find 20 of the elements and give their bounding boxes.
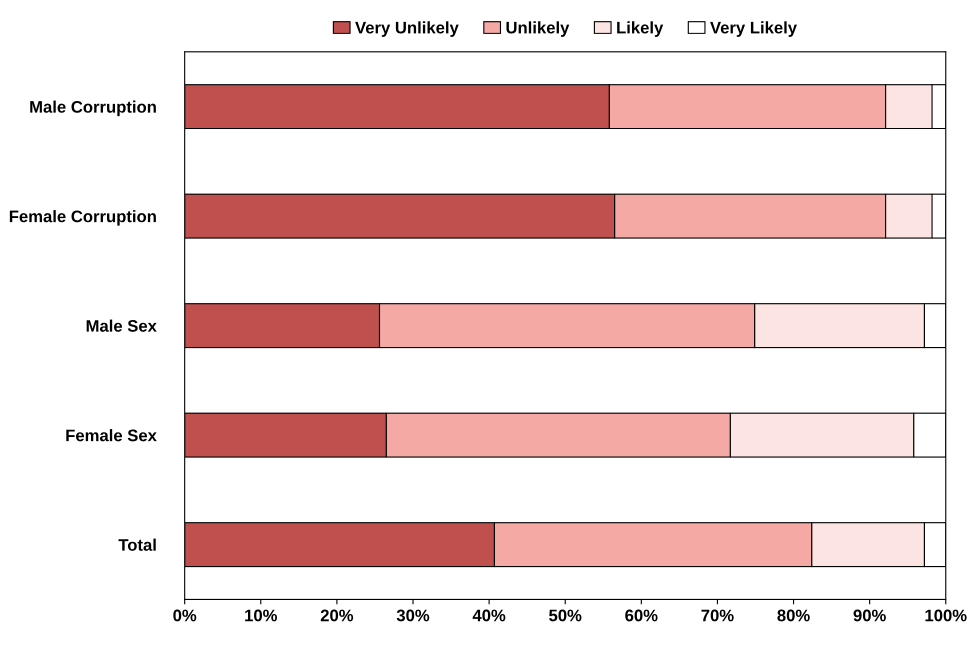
x-tick-label: 10% xyxy=(245,610,278,622)
x-tick-label: 0% xyxy=(173,610,196,622)
x-tick-label: 30% xyxy=(396,610,430,622)
legend-label: Likely xyxy=(617,21,664,37)
x-tick-label: 90% xyxy=(854,610,886,622)
x-tick-label: 50% xyxy=(549,610,582,622)
x-tick-label: 70% xyxy=(701,610,734,622)
x-tick-label: 60% xyxy=(625,610,658,622)
legend-label: Very Unlikely xyxy=(355,21,459,37)
y-tick-label: Male Sex xyxy=(86,320,157,332)
x-tick-label: 20% xyxy=(320,610,354,622)
x-tick-label: 40% xyxy=(472,610,506,622)
y-tick-label: Female Sex xyxy=(66,429,157,442)
legend-label: Unlikely xyxy=(506,21,570,37)
x-tick-label: 80% xyxy=(777,610,810,622)
x-tick-label: 100% xyxy=(925,610,967,622)
legend-label: Very Likely xyxy=(710,21,797,37)
y-tick-label: Male Corruption xyxy=(30,100,156,116)
y-tick-label: Total xyxy=(118,538,156,551)
y-tick-label: Female Corruption xyxy=(10,210,156,226)
